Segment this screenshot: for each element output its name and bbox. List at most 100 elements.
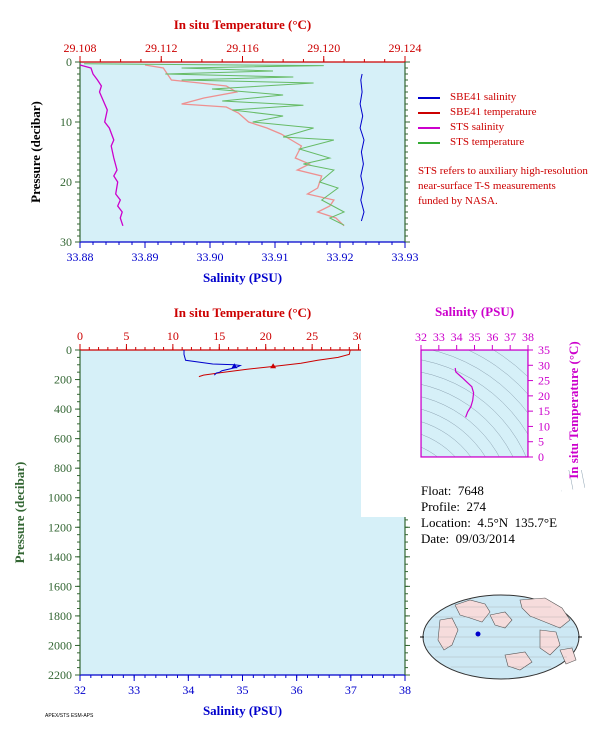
left-tick-label: 200: [54, 373, 72, 387]
salinity-marker: [231, 363, 238, 369]
salinity-profile-line: [183, 350, 243, 376]
top-tick-label: 10: [167, 329, 179, 343]
ts-right-tick-label: 30: [538, 358, 550, 372]
profile-number: Profile: 274: [421, 499, 486, 514]
footer-text: APEX/STS ESM-APS: [45, 713, 94, 719]
globe-land: [504, 651, 533, 671]
bottom-tick-label: 33.93: [392, 250, 419, 264]
legend-label: SBE41 temperature: [450, 106, 537, 118]
top-axis-title: In situ Temperature (°C): [174, 305, 312, 320]
ts-top-tick-label: 38: [522, 330, 534, 344]
top-tick-label: 29.116: [226, 41, 259, 55]
plot-area: [80, 350, 405, 675]
left-axis-title: Pressure (decibar): [28, 101, 43, 203]
left-tick-label: 2200: [48, 668, 72, 682]
left-tick-label: 20: [60, 175, 72, 189]
legend-label: SBE41 salinity: [450, 91, 517, 103]
mask-bottom: [361, 457, 561, 517]
top-tick-label: 0: [77, 329, 83, 343]
temperature-profile-line: [198, 349, 351, 378]
ts-right-tick-label: 15: [538, 404, 550, 418]
ts-curve: [454, 367, 475, 418]
legend-swatch: [418, 111, 440, 114]
float-location-marker: [475, 631, 481, 637]
top-axis-title: In situ Temperature (°C): [174, 17, 312, 32]
ts-right-tick-label: 35: [538, 343, 550, 357]
bottom-tick-label: 33.92: [327, 250, 354, 264]
bottom-tick-label: 38: [399, 683, 411, 697]
date: Date: 09/03/2014: [421, 531, 515, 546]
sts-salinity-line: [79, 64, 124, 227]
ts-right-tick-label: 10: [538, 419, 550, 433]
legend: SBE41 salinity SBE41 temperature STS salin…: [418, 90, 536, 150]
left-tick-label: 30: [60, 235, 72, 249]
bottom-profile-panel: 0200400600800100012001400160018002000220…: [12, 305, 411, 718]
bottom-tick-label: 35: [237, 683, 249, 697]
top-tick-label: 29.124: [389, 41, 422, 55]
ts-top-tick-label: 34: [451, 330, 463, 344]
top-tick-label: 20: [260, 329, 272, 343]
legend-swatch: [418, 96, 440, 99]
left-tick-label: 2000: [48, 638, 72, 652]
left-axis-title: Pressure (decibar): [12, 462, 27, 564]
top-tick-label: 29.112: [145, 41, 178, 55]
top-tick-label: 25: [306, 329, 318, 343]
left-tick-label: 0: [66, 55, 72, 69]
legend-swatch: [418, 141, 440, 144]
top-tick-label: 15: [213, 329, 225, 343]
mask-top: [361, 290, 561, 350]
sbe41-salinity-line: [359, 73, 365, 222]
legend-label: STS temperature: [450, 136, 525, 148]
top-tick-label: 29.108: [64, 41, 97, 55]
left-tick-label: 1200: [48, 520, 72, 534]
legend-entry: SBE41 temperature: [418, 105, 536, 120]
sts-note: STS refers to auxiliary high-resolution …: [418, 165, 588, 207]
globe-land: [559, 647, 577, 665]
bottom-tick-label: 33.88: [67, 250, 94, 264]
ts-right-tick-label: 25: [538, 374, 550, 388]
ts-right-tick-label: 20: [538, 389, 550, 403]
globe-land: [539, 629, 561, 656]
top-tick-label: 29.120: [307, 41, 340, 55]
temperature-marker: [270, 363, 277, 369]
ts-top-tick-label: 35: [469, 330, 481, 344]
location-globe-map: [420, 594, 582, 680]
ts-right-axis-title: In situ Temperature (°C): [566, 341, 581, 479]
bottom-tick-label: 37: [345, 683, 357, 697]
legend-label: STS salinity: [450, 121, 505, 133]
bottom-tick-label: 32: [74, 683, 86, 697]
legend-entry: SBE41 salinity: [418, 90, 536, 105]
bottom-tick-label: 33.89: [132, 250, 159, 264]
sts-temperature-line: [84, 63, 346, 226]
plot-area: [80, 62, 405, 242]
legend-entry: STS salinity: [418, 120, 536, 135]
left-tick-label: 1800: [48, 609, 72, 623]
left-tick-label: 1400: [48, 550, 72, 564]
bottom-axis-title: Salinity (PSU): [203, 703, 282, 718]
bottom-tick-label: 34: [182, 683, 194, 697]
ts-top-tick-label: 36: [486, 330, 498, 344]
ts-plot-area: [420, 349, 529, 458]
bottom-tick-label: 33: [128, 683, 140, 697]
location: Location: 4.5°N 135.7°E: [421, 515, 558, 530]
left-tick-label: 600: [54, 432, 72, 446]
ts-top-tick-label: 37: [504, 330, 516, 344]
bottom-tick-label: 33.91: [262, 250, 289, 264]
legend-swatch: [418, 126, 440, 129]
globe-land: [489, 611, 513, 629]
ts-right-tick-label: 5: [538, 435, 544, 449]
top-tick-label: 5: [123, 329, 129, 343]
left-tick-label: 0: [66, 343, 72, 357]
left-tick-label: 400: [54, 402, 72, 416]
bottom-tick-label: 36: [291, 683, 303, 697]
left-tick-label: 1600: [48, 579, 72, 593]
left-tick-label: 10: [60, 115, 72, 129]
legend-entry: STS temperature: [418, 135, 536, 150]
ts-top-tick-label: 32: [415, 330, 427, 344]
left-tick-label: 1000: [48, 491, 72, 505]
ts-top-tick-label: 33: [433, 330, 445, 344]
ts-right-tick-label: 0: [538, 450, 544, 464]
